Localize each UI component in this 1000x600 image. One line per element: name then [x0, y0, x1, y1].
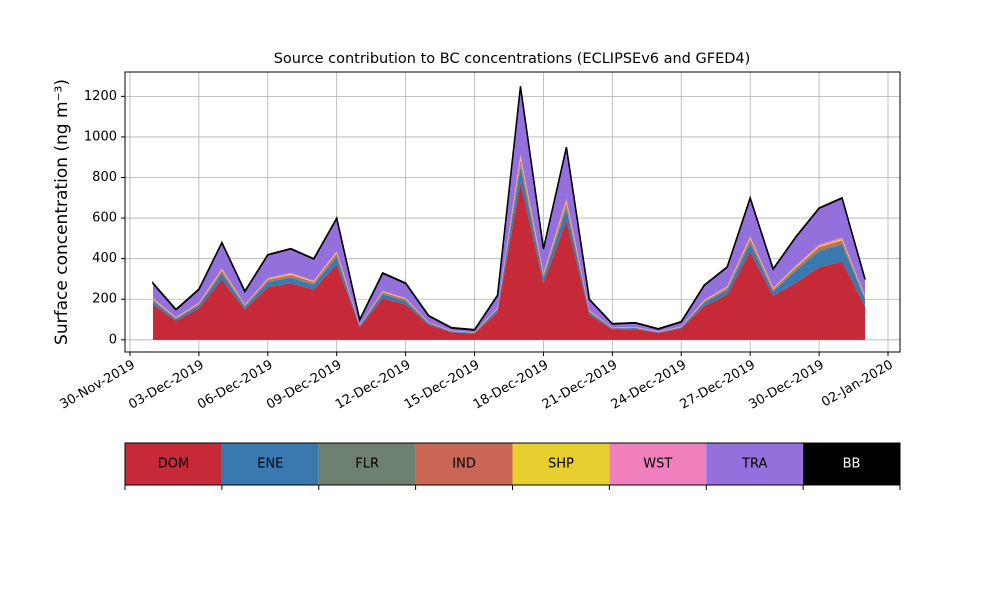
x-tick-label: 15-Dec-2019 — [402, 358, 482, 413]
x-tick-label: 12-Dec-2019 — [333, 358, 413, 413]
x-tick-label: 24-Dec-2019 — [609, 358, 689, 413]
legend-label: WST — [643, 457, 672, 472]
x-tick-label: 18-Dec-2019 — [471, 358, 551, 413]
chart-title: Source contribution to BC concentrations… — [274, 51, 751, 67]
legend-swatch — [609, 443, 707, 485]
legend-label: ENE — [257, 457, 283, 472]
area-bb — [152, 86, 866, 331]
x-tick-label: 21-Dec-2019 — [540, 358, 620, 413]
legend-swatch — [415, 443, 513, 485]
legend-swatch — [803, 443, 900, 485]
legend-swatch — [706, 443, 804, 485]
x-tick-label: 30-Dec-2019 — [746, 358, 826, 413]
y-tick-label: 0 — [109, 332, 117, 347]
y-tick-label: 400 — [92, 251, 117, 266]
y-tick-label: 600 — [92, 211, 117, 226]
x-tick-label: 09-Dec-2019 — [264, 358, 344, 413]
legend-swatch — [512, 443, 610, 485]
x-tick-label: 30-Nov-2019 — [57, 358, 137, 413]
legend-label: DOM — [158, 457, 189, 472]
y-tick-label: 1000 — [84, 129, 117, 144]
x-tick-label: 02-Jan-2020 — [819, 358, 896, 411]
legend-swatch — [318, 443, 416, 485]
area-dom — [152, 182, 866, 340]
y-tick-label: 800 — [92, 170, 117, 185]
x-tick-label: 03-Dec-2019 — [126, 358, 206, 413]
plot-frame — [124, 71, 901, 353]
legend-frame — [124, 442, 901, 486]
y-axis-label: Surface concentration (ng m⁻³) — [52, 79, 72, 345]
legend-label: BB — [843, 457, 861, 472]
legend-swatch — [125, 443, 222, 485]
x-tick-label: 06-Dec-2019 — [195, 358, 275, 413]
legend-label: TRA — [741, 457, 767, 472]
legend-swatch — [221, 443, 319, 485]
y-tick-label: 1200 — [84, 89, 117, 104]
legend-label: FLR — [355, 457, 379, 472]
legend-label: IND — [452, 457, 476, 472]
x-tick-label: 27-Dec-2019 — [678, 358, 758, 413]
y-tick-label: 200 — [92, 292, 117, 307]
area-tra — [152, 86, 866, 333]
legend-label: SHP — [548, 457, 574, 472]
